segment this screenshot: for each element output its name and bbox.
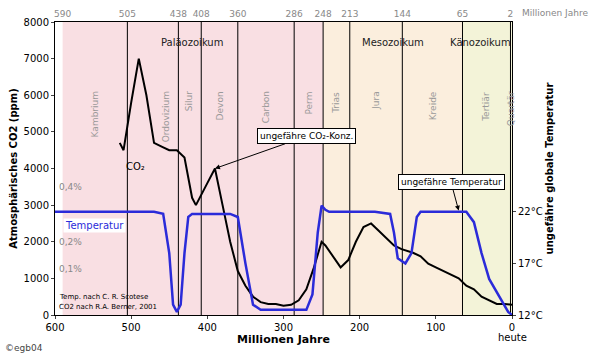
svg-text:2000: 2000 <box>24 236 49 247</box>
svg-text:2: 2 <box>508 9 514 19</box>
svg-text:Jura: Jura <box>371 91 381 110</box>
svg-text:65: 65 <box>457 9 468 19</box>
svg-text:0,1%: 0,1% <box>59 264 82 274</box>
svg-text:286: 286 <box>286 9 303 19</box>
svg-text:408: 408 <box>193 9 210 19</box>
svg-text:©egb04: ©egb04 <box>5 343 43 353</box>
svg-text:Silur: Silur <box>184 91 194 111</box>
svg-text:Temp. nach C. R. Scotese: Temp. nach C. R. Scotese <box>59 293 148 301</box>
svg-text:505: 505 <box>119 9 136 19</box>
svg-text:500: 500 <box>122 322 141 333</box>
svg-text:144: 144 <box>394 9 411 19</box>
svg-text:Millionen Jahre: Millionen Jahre <box>522 8 588 18</box>
svg-text:1000: 1000 <box>24 273 49 284</box>
svg-text:Känozoikum: Känozoikum <box>450 37 511 48</box>
svg-text:360: 360 <box>229 9 246 19</box>
svg-text:100: 100 <box>426 322 445 333</box>
svg-text:438: 438 <box>170 9 187 19</box>
svg-text:Devon: Devon <box>215 91 225 120</box>
svg-text:248: 248 <box>315 9 332 19</box>
svg-text:Trias: Trias <box>331 92 341 114</box>
svg-text:Atmosphärisches CO2 (ppm): Atmosphärisches CO2 (ppm) <box>8 88 19 249</box>
svg-text:22°C: 22°C <box>518 206 543 217</box>
svg-text:5000: 5000 <box>24 126 49 137</box>
svg-text:Perm: Perm <box>304 92 314 115</box>
svg-text:Mesozoikum: Mesozoikum <box>362 37 424 48</box>
svg-text:Carbon: Carbon <box>261 91 271 123</box>
svg-text:Temperatur: Temperatur <box>65 220 124 231</box>
svg-text:CO₂: CO₂ <box>126 161 145 172</box>
svg-text:12°C: 12°C <box>518 310 543 321</box>
svg-text:4000: 4000 <box>24 163 49 174</box>
svg-text:CO2 nach R.A. Berner, 2001: CO2 nach R.A. Berner, 2001 <box>59 303 157 311</box>
svg-text:0,4%: 0,4% <box>59 182 82 192</box>
svg-text:590: 590 <box>54 9 71 19</box>
svg-text:ungefähre globale Temperatur: ungefähre globale Temperatur <box>544 83 555 255</box>
svg-text:213: 213 <box>341 9 358 19</box>
svg-text:Kambrium: Kambrium <box>90 91 100 137</box>
svg-text:ungefähre CO₂-Konz.: ungefähre CO₂-Konz. <box>260 131 353 141</box>
svg-text:300: 300 <box>274 322 293 333</box>
svg-text:0: 0 <box>43 310 49 321</box>
svg-text:0,2%: 0,2% <box>59 237 82 247</box>
svg-text:Millionen Jahre: Millionen Jahre <box>237 333 330 346</box>
svg-text:400: 400 <box>198 322 217 333</box>
svg-text:6000: 6000 <box>24 90 49 101</box>
svg-text:heute: heute <box>498 332 527 343</box>
svg-text:3000: 3000 <box>24 200 49 211</box>
svg-text:Paläozoikum: Paläozoikum <box>161 37 223 48</box>
svg-text:200: 200 <box>350 322 369 333</box>
svg-text:ungefähre Temperatur: ungefähre Temperatur <box>401 177 502 187</box>
svg-text:Tertiär: Tertiär <box>481 92 491 122</box>
svg-text:Quartär: Quartär <box>506 91 516 126</box>
svg-text:600: 600 <box>45 322 64 333</box>
svg-text:Kreide: Kreide <box>428 91 438 120</box>
svg-text:7000: 7000 <box>24 53 49 64</box>
svg-text:0: 0 <box>509 322 515 333</box>
svg-text:17°C: 17°C <box>518 258 543 269</box>
svg-text:8000: 8000 <box>24 17 49 28</box>
svg-text:Ordovizium: Ordovizium <box>161 91 171 142</box>
